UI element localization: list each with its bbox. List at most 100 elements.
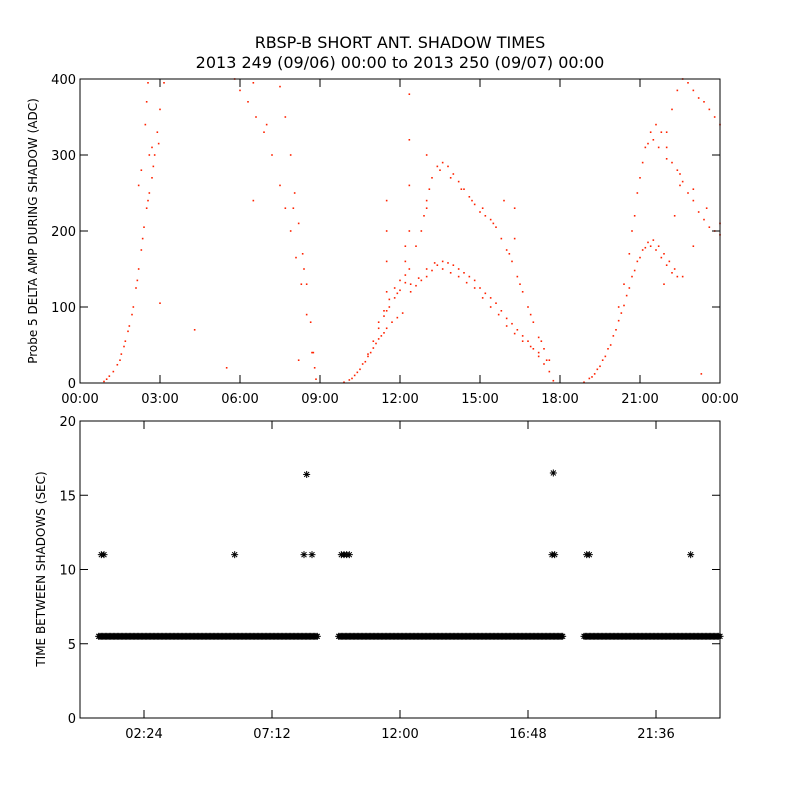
data-point [500, 310, 503, 312]
data-point [465, 281, 468, 284]
bottom-panel: 02:24 07:12 12:00 16:48 21:36 0 5 10 15 20 TIME B… [34, 415, 724, 742]
data-point [663, 283, 665, 285]
data-point [473, 203, 476, 206]
data-point [305, 313, 308, 316]
data-point [425, 199, 428, 202]
chart-title-line1: RBSP-B SHORT ANT. SHADOW TIMES [255, 33, 546, 52]
data-point [343, 381, 345, 384]
band-point [559, 632, 567, 640]
data-point [265, 123, 268, 126]
data-point [495, 302, 497, 304]
data-point [633, 269, 636, 272]
data-point [433, 262, 436, 264]
data-point [369, 351, 372, 354]
data-point [705, 207, 708, 209]
x-tick-label: 12:00 [381, 392, 418, 407]
data-point [409, 291, 412, 293]
y-tick-label: 15 [59, 489, 76, 504]
data-point [681, 275, 684, 278]
data-point [157, 142, 160, 145]
data-point [489, 297, 492, 299]
data-point [425, 275, 428, 278]
outlier-point [300, 551, 308, 559]
data-point [623, 304, 625, 307]
data-point [404, 281, 407, 284]
data-point [489, 306, 492, 308]
bottom-points-layer [95, 469, 724, 640]
data-point [641, 161, 644, 164]
data-point [692, 245, 695, 247]
data-point [447, 165, 449, 168]
data-point [313, 367, 316, 369]
data-point [615, 329, 617, 331]
data-point [516, 329, 519, 331]
data-point [687, 82, 689, 84]
data-point [359, 368, 361, 371]
data-point [633, 215, 636, 217]
data-point [163, 82, 165, 84]
data-point [127, 330, 129, 333]
x-tick-label: 00:00 [701, 392, 738, 407]
data-point [348, 379, 351, 381]
data-point [607, 348, 609, 350]
data-point [473, 287, 476, 289]
data-point [137, 184, 140, 187]
data-point [463, 272, 465, 274]
data-point [252, 199, 255, 202]
y-tick-label: 20 [59, 415, 76, 430]
data-point [147, 82, 149, 84]
bottom-y-axis-label: TIME BETWEEN SHADOWS (SEC) [34, 471, 48, 667]
data-point [297, 222, 300, 225]
data-point [385, 291, 388, 293]
data-point [521, 335, 524, 337]
data-point [449, 177, 452, 179]
data-point [372, 347, 375, 349]
data-point [703, 101, 705, 103]
data-point [156, 131, 159, 133]
data-point [372, 340, 375, 342]
data-point [401, 312, 404, 314]
data-point [636, 260, 639, 263]
y-tick-label: 400 [51, 73, 76, 88]
data-point [452, 264, 455, 266]
data-point [508, 253, 511, 255]
data-point [408, 139, 411, 141]
data-point [153, 154, 156, 156]
data-point [385, 310, 388, 312]
data-point [119, 359, 121, 361]
data-point [617, 319, 620, 322]
y-tick-label: 300 [51, 149, 76, 164]
data-point [383, 310, 385, 312]
data-point [679, 184, 681, 187]
x-tick-label: 18:00 [541, 392, 578, 407]
data-point [252, 82, 255, 84]
bottom-tick-labels: 02:24 07:12 12:00 16:48 21:36 0 5 10 15 20 [59, 415, 674, 742]
data-point [649, 245, 652, 247]
data-point [652, 139, 655, 141]
data-point [703, 218, 705, 221]
data-point [449, 272, 452, 274]
data-point [660, 256, 663, 259]
data-point [481, 207, 484, 209]
data-point [545, 359, 548, 361]
data-point [639, 177, 641, 179]
data-point [383, 332, 385, 334]
data-point [367, 353, 369, 355]
data-point [497, 313, 500, 316]
data-point [532, 348, 535, 350]
data-point [151, 146, 153, 149]
data-point [708, 108, 711, 111]
data-point [404, 274, 407, 276]
data-point [159, 108, 161, 111]
data-point [692, 199, 695, 202]
data-point [596, 368, 599, 371]
data-point [484, 215, 487, 217]
data-point [292, 207, 295, 209]
data-point [385, 199, 388, 202]
data-point [351, 377, 353, 380]
data-point [457, 268, 460, 270]
data-point [441, 161, 444, 164]
data-point [152, 165, 155, 168]
top-y-axis-label: Probe 5 DELTA AMP DURING SHADOW (ADC) [26, 98, 40, 364]
data-point [441, 268, 444, 270]
